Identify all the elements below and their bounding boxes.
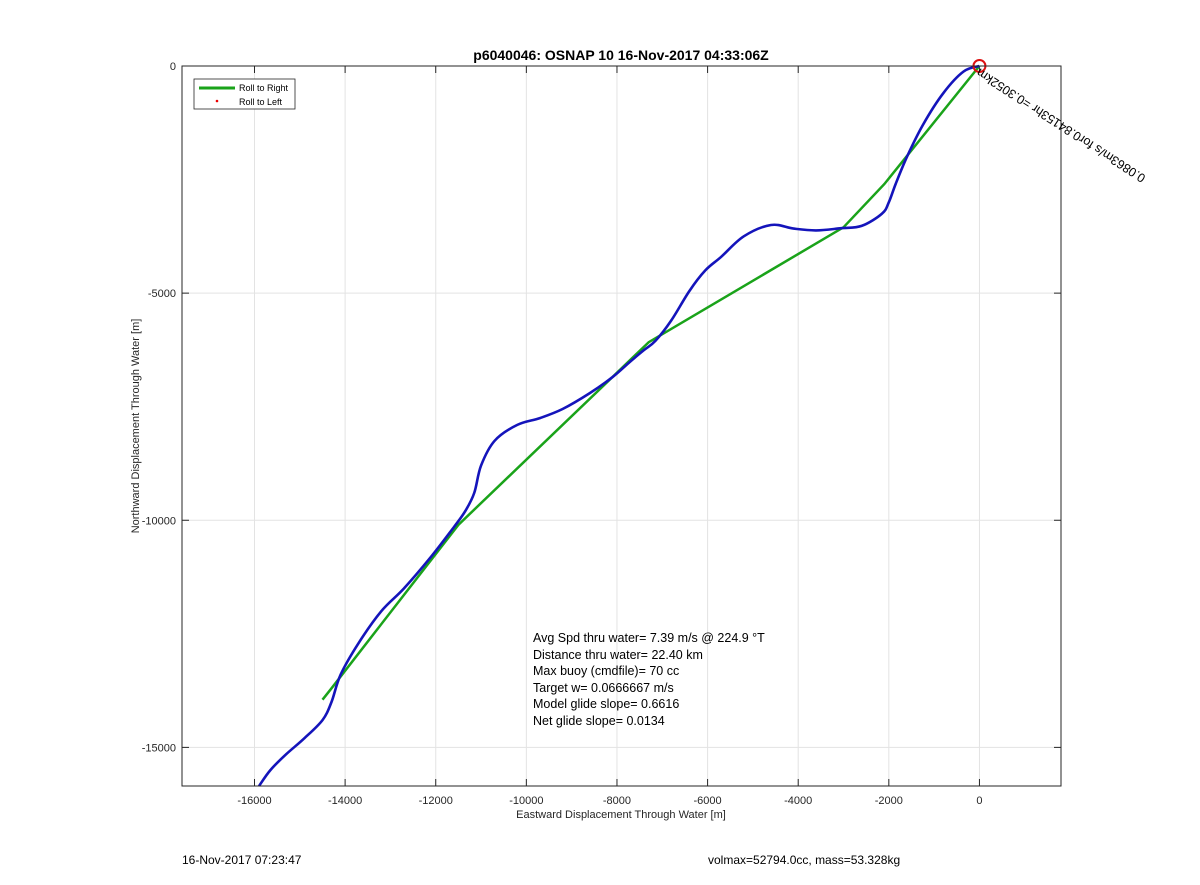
stats-line-net-glide: Net glide slope= 0.0134 bbox=[533, 714, 665, 728]
track-line bbox=[257, 64, 980, 787]
y-axis-label: Northward Displacement Through Water [m] bbox=[130, 319, 142, 534]
y-tick-label: 0 bbox=[170, 61, 176, 73]
chart-title: p6040046: OSNAP 10 16-Nov-2017 04:33:06Z bbox=[473, 47, 769, 63]
footer-timestamp: 16-Nov-2017 07:23:47 bbox=[182, 853, 302, 867]
plot-area bbox=[182, 66, 1061, 786]
x-axis-label: Eastward Displacement Through Water [m] bbox=[516, 809, 726, 821]
stats-line-target-w: Target w= 0.0666667 m/s bbox=[533, 681, 674, 695]
x-tick-labels: -16000 -14000 -12000 -10000 -8000 -6000 -4000 -… bbox=[237, 795, 982, 807]
stats-line-distance: Distance thru water= 22.40 km bbox=[533, 648, 703, 662]
stats-line-avg-speed: Avg Spd thru water= 7.39 m/s @ 224.9 °T bbox=[533, 631, 765, 645]
x-tick-label: -6000 bbox=[694, 795, 722, 807]
legend-box bbox=[193, 78, 296, 110]
y-tick-label: -10000 bbox=[142, 515, 176, 527]
y-tick-label: -5000 bbox=[148, 288, 176, 300]
x-tick-label: -4000 bbox=[784, 795, 812, 807]
x-tick-label: -14000 bbox=[328, 795, 362, 807]
legend: Roll to Right Roll to Left bbox=[193, 78, 296, 110]
roll-to-right-line bbox=[321, 65, 981, 701]
tick-marks bbox=[182, 65, 1061, 786]
stats-block: Avg Spd thru water= 7.39 m/s @ 224.9 °T … bbox=[533, 631, 765, 728]
footer-vol-mass: volmax=52794.0cc, mass=53.328kg bbox=[708, 853, 900, 867]
y-tick-label: -15000 bbox=[142, 742, 176, 754]
stats-line-model-glide: Model glide slope= 0.6616 bbox=[533, 697, 679, 711]
stats-line-max-buoy: Max buoy (cmdfile)= 70 cc bbox=[533, 664, 679, 678]
legend-label-right: Roll to Right bbox=[239, 83, 289, 93]
x-tick-label: 0 bbox=[976, 795, 982, 807]
x-tick-label: -10000 bbox=[509, 795, 543, 807]
axes-box bbox=[181, 65, 1062, 787]
x-tick-label: -8000 bbox=[603, 795, 631, 807]
legend-label-left: Roll to Left bbox=[239, 97, 283, 107]
x-tick-label: -16000 bbox=[237, 795, 271, 807]
y-tick-labels: 0 -5000 -10000 -15000 bbox=[142, 61, 176, 754]
legend-swatch-left bbox=[215, 99, 219, 103]
x-tick-label: -12000 bbox=[419, 795, 453, 807]
x-tick-label: -2000 bbox=[875, 795, 903, 807]
